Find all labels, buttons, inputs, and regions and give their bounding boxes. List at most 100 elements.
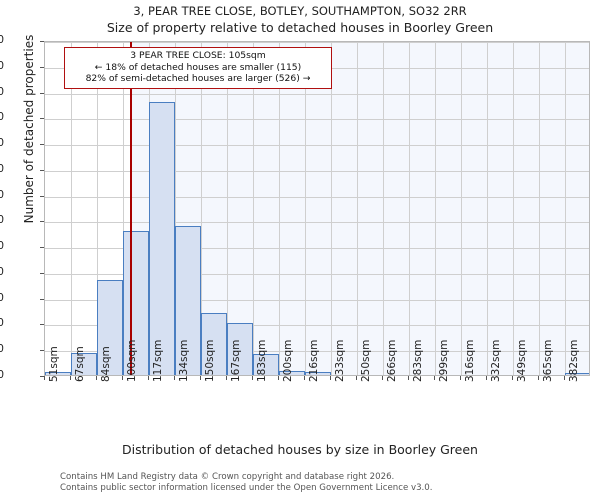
x-axis-tick-label: 150sqm bbox=[204, 339, 216, 382]
gridline-vertical bbox=[305, 42, 306, 375]
histogram-bar bbox=[279, 371, 305, 375]
x-axis-tick-mark bbox=[564, 376, 565, 380]
y-axis-tick-mark bbox=[40, 92, 44, 94]
x-axis-tick-mark bbox=[304, 376, 305, 380]
gridline-horizontal bbox=[45, 93, 589, 95]
x-axis-tick-mark bbox=[252, 376, 253, 380]
gridline-horizontal bbox=[45, 196, 589, 198]
x-axis-tick-mark bbox=[486, 376, 487, 380]
y-axis-tick-label: 40 bbox=[0, 317, 4, 330]
gridline-vertical bbox=[175, 42, 176, 375]
y-axis-tick-mark bbox=[40, 144, 44, 146]
chart-title-block: 3, PEAR TREE CLOSE, BOTLEY, SOUTHAMPTON,… bbox=[0, 4, 600, 36]
gridline-vertical bbox=[487, 42, 488, 375]
y-axis-tick-mark bbox=[40, 169, 44, 171]
y-axis-label: Number of detached properties bbox=[22, 34, 36, 224]
y-axis-tick-label: 80 bbox=[0, 265, 4, 278]
gridline-vertical bbox=[123, 42, 124, 375]
y-axis-tick-label: 200 bbox=[0, 111, 4, 124]
x-axis-tick-label: 100sqm bbox=[126, 339, 138, 382]
x-axis-tick-label: 200sqm bbox=[282, 339, 294, 382]
x-axis-label: Distribution of detached houses by size … bbox=[122, 442, 478, 457]
gridline-horizontal bbox=[45, 273, 589, 275]
histogram-bar bbox=[45, 372, 71, 375]
x-axis-tick-mark bbox=[70, 376, 71, 380]
gridline-horizontal bbox=[45, 351, 589, 353]
x-axis-tick-label: 84sqm bbox=[100, 346, 112, 382]
y-axis-tick-label: 0 bbox=[0, 369, 4, 381]
x-axis-tick-mark bbox=[408, 376, 409, 380]
y-axis-tick-mark bbox=[40, 195, 44, 197]
x-axis-tick-label: 117sqm bbox=[152, 339, 164, 382]
y-axis-tick-mark bbox=[40, 118, 44, 120]
x-axis-tick-label: 283sqm bbox=[412, 339, 424, 382]
gridline-horizontal bbox=[45, 325, 589, 327]
y-axis-tick-label: 160 bbox=[0, 162, 4, 175]
plot-area bbox=[44, 41, 590, 376]
footer-line-1: Contains HM Land Registry data © Crown c… bbox=[60, 472, 395, 482]
x-axis-tick-mark bbox=[278, 376, 279, 380]
y-axis-tick-label: 20 bbox=[0, 343, 4, 356]
x-axis-tick-label: 365sqm bbox=[542, 339, 554, 382]
histogram-bar bbox=[71, 353, 97, 375]
x-axis-tick-label: 250sqm bbox=[360, 339, 372, 382]
chart-title-address: 3, PEAR TREE CLOSE, BOTLEY, SOUTHAMPTON,… bbox=[133, 4, 467, 18]
y-axis-tick-mark bbox=[40, 298, 44, 300]
y-axis-tick-mark bbox=[40, 66, 44, 68]
y-axis-tick-label: 220 bbox=[0, 85, 4, 98]
y-axis-tick-label: 260 bbox=[0, 34, 4, 46]
annotation-smaller-stat: ← 18% of detached houses are smaller (11… bbox=[94, 61, 302, 73]
y-axis-tick-mark bbox=[40, 324, 44, 326]
x-axis-tick-label: 134sqm bbox=[178, 339, 190, 382]
chart-subtitle: Size of property relative to detached ho… bbox=[106, 20, 494, 35]
gridline-vertical bbox=[461, 42, 462, 375]
x-axis-tick-mark bbox=[44, 376, 45, 380]
gridline-vertical bbox=[539, 42, 540, 375]
gridline-horizontal bbox=[45, 299, 589, 301]
x-axis-tick-mark bbox=[512, 376, 513, 380]
gridline-vertical bbox=[97, 42, 98, 375]
y-axis-tick-label: 140 bbox=[0, 188, 4, 201]
x-axis-tick-label: 316sqm bbox=[464, 339, 476, 382]
y-axis-tick-label: 60 bbox=[0, 291, 4, 304]
x-axis-tick-label: 349sqm bbox=[516, 339, 528, 382]
x-axis-tick-mark bbox=[226, 376, 227, 380]
gridline-horizontal bbox=[45, 248, 589, 250]
x-axis-tick-mark bbox=[538, 376, 539, 380]
histogram-bar bbox=[149, 101, 175, 375]
y-axis-tick-mark bbox=[40, 221, 44, 223]
x-axis-tick-mark bbox=[382, 376, 383, 380]
histogram-bar bbox=[123, 230, 149, 375]
footer-line-2: Contains public sector information licen… bbox=[60, 482, 433, 493]
histogram-bar bbox=[97, 279, 123, 375]
x-axis-tick-label: 67sqm bbox=[74, 346, 86, 382]
y-axis-tick-label: 100 bbox=[0, 240, 4, 253]
property-size-marker-line bbox=[129, 42, 132, 375]
property-annotation-box: 3 PEAR TREE CLOSE: 105sqm ← 18% of detac… bbox=[64, 47, 332, 89]
x-axis-tick-mark bbox=[200, 376, 201, 380]
x-axis-tick-label: 183sqm bbox=[256, 339, 268, 382]
y-axis-tick-mark bbox=[40, 376, 44, 377]
gridline-vertical bbox=[253, 42, 254, 375]
gridline-vertical bbox=[383, 42, 384, 375]
x-axis-tick-mark bbox=[96, 376, 97, 380]
histogram-bar bbox=[565, 373, 589, 375]
x-axis-tick-mark bbox=[122, 376, 123, 380]
x-axis-tick-label: 382sqm bbox=[568, 339, 580, 382]
gridline-vertical bbox=[357, 42, 358, 375]
x-axis-tick-label: 51sqm bbox=[48, 346, 60, 382]
x-axis-tick-mark bbox=[460, 376, 461, 380]
gridline-horizontal bbox=[45, 119, 589, 121]
gridline-horizontal bbox=[45, 42, 589, 43]
y-axis-tick-label: 180 bbox=[0, 137, 4, 150]
annotation-property-size: 3 PEAR TREE CLOSE: 105sqm bbox=[130, 50, 266, 61]
x-axis-tick-label: 167sqm bbox=[230, 339, 242, 382]
y-axis-tick-label: 120 bbox=[0, 214, 4, 227]
gridline-vertical bbox=[279, 42, 280, 375]
gridline-vertical bbox=[71, 42, 72, 375]
annotation-larger-stat: 82% of semi-detached houses are larger (… bbox=[85, 73, 311, 84]
x-axis-tick-label: 266sqm bbox=[386, 339, 398, 382]
gridline-horizontal bbox=[45, 222, 589, 224]
y-axis-tick-mark bbox=[40, 41, 44, 42]
